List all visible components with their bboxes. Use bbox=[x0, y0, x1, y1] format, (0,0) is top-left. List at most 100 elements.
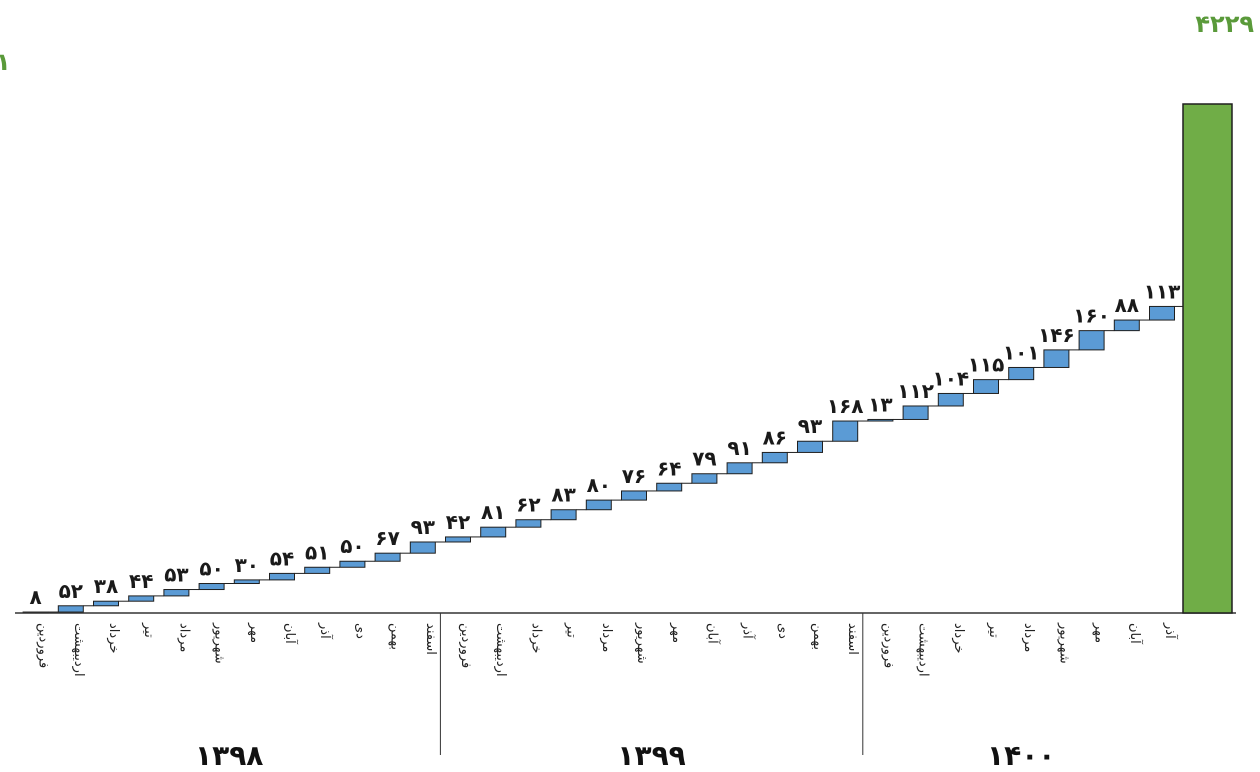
category-label: بهمن bbox=[810, 623, 825, 650]
step-bar bbox=[550, 509, 577, 521]
category-label: شهریور bbox=[1056, 622, 1071, 664]
value-label: ۱۰۴ bbox=[932, 366, 969, 390]
value-label: ۱۴۶ bbox=[1038, 323, 1075, 347]
category-label: تیر bbox=[141, 622, 156, 638]
step-bar bbox=[797, 440, 823, 453]
category-label: دی bbox=[352, 623, 367, 639]
category-label: مهر bbox=[1092, 622, 1107, 643]
value-label: ۱۱۲ bbox=[897, 379, 934, 403]
value-label: ۱۰۱ bbox=[1003, 340, 1040, 364]
category-label: آبان bbox=[1127, 623, 1144, 645]
value-label: ۹۳ bbox=[411, 515, 435, 539]
x-axis bbox=[15, 612, 1236, 755]
value-label: ۶۴ bbox=[657, 456, 681, 480]
step-bar bbox=[515, 519, 542, 528]
year-label: ۱۴۰۰ bbox=[987, 739, 1055, 772]
category-label: تیر bbox=[564, 622, 579, 638]
step-bar bbox=[374, 552, 401, 562]
category-labels-layer: فروردین اردیبهشت خرداد تیر مرداد شهریور مهر آبا… bbox=[36, 622, 1179, 677]
total-label: ۴۲۲۹ bbox=[1195, 10, 1254, 38]
category-label: بهمن bbox=[388, 623, 403, 650]
value-label: ۴۲ bbox=[446, 510, 470, 534]
step-bar bbox=[1043, 349, 1070, 368]
category-label: مهر bbox=[669, 622, 684, 643]
connectors-layer bbox=[48, 305, 1183, 613]
step-bar bbox=[621, 490, 647, 501]
category-label: آذر bbox=[1162, 622, 1179, 640]
value-label: ۶۲ bbox=[516, 493, 540, 517]
step-bar bbox=[198, 583, 225, 591]
value-label: ۵۰ bbox=[340, 534, 364, 558]
value-label: ۸۳ bbox=[551, 483, 575, 507]
value-label: ۳۸ bbox=[94, 574, 118, 598]
category-label: تیر bbox=[986, 622, 1001, 638]
value-label: ۸۶ bbox=[763, 425, 787, 449]
category-label: مرداد bbox=[599, 623, 614, 652]
value-label: ۹۱ bbox=[727, 436, 751, 460]
step-bar bbox=[1078, 330, 1105, 351]
value-labels-layer: ۸ ۵۲ ۳۸ ۴۴ ۵۳ ۵۰ ۳۰ ۵۴ ۵۱ ۵۰ ۶۷ ۹۳ ۴۲ ۸۱ ۶۲ ۸۳ ۸۰ ۷۶ ۶۴ ۷۹ ۹… bbox=[29, 279, 1180, 609]
value-label: ۸ bbox=[29, 585, 41, 609]
value-label: ۱۳ bbox=[868, 392, 892, 416]
value-label: ۱۶۰ bbox=[1073, 304, 1110, 328]
category-label: اردیبهشت bbox=[916, 623, 931, 677]
category-label: فروردین bbox=[458, 623, 473, 668]
category-label: اردیبهشت bbox=[71, 623, 86, 677]
step-bar bbox=[304, 566, 331, 574]
category-label: مرداد bbox=[176, 623, 191, 652]
year-labels-layer: ۱۳۹۸ ۱۳۹۹ ۱۴۰۰ bbox=[195, 739, 1055, 772]
step-bar bbox=[1113, 319, 1140, 332]
category-label: آبان bbox=[704, 623, 721, 645]
value-label: ۴۴ bbox=[129, 569, 153, 593]
value-label: ۵۳ bbox=[164, 563, 188, 587]
category-label: شهریور bbox=[212, 622, 227, 664]
value-label: ۸۱ bbox=[481, 500, 505, 524]
step-bar bbox=[339, 560, 366, 568]
value-label: ۵۱ bbox=[305, 540, 329, 564]
step-bar bbox=[867, 418, 894, 422]
value-label: ۷۶ bbox=[622, 464, 646, 488]
value-label: ۳۰ bbox=[235, 553, 259, 577]
category-label: خرداد bbox=[528, 623, 543, 653]
step-bar bbox=[480, 526, 507, 538]
category-label: آذر bbox=[317, 622, 334, 640]
step-bar bbox=[691, 473, 718, 484]
category-label: اسفند bbox=[423, 623, 438, 655]
category-label: اردیبهشت bbox=[493, 623, 508, 677]
step-bar bbox=[128, 595, 155, 602]
category-label: فروردین bbox=[880, 623, 895, 668]
value-label: ۸۸ bbox=[1115, 293, 1139, 317]
category-label: آذر bbox=[740, 622, 757, 640]
step-bar bbox=[726, 462, 753, 475]
step-bar bbox=[761, 451, 788, 464]
step-bar bbox=[163, 589, 190, 597]
value-label: ۷۹ bbox=[692, 447, 716, 471]
value-label: ۸۰ bbox=[587, 473, 611, 497]
value-label: ۵۲ bbox=[59, 579, 83, 603]
value-label: ۱۱۳ bbox=[1144, 279, 1181, 303]
category-label: اسفند bbox=[845, 623, 860, 655]
step-bar bbox=[269, 572, 295, 581]
step-bar bbox=[902, 405, 929, 420]
step-bar bbox=[93, 600, 119, 607]
step-bar bbox=[57, 605, 84, 613]
step-bar bbox=[656, 482, 683, 492]
value-label: ۵۰ bbox=[199, 557, 223, 581]
value-label: ۱۶۸ bbox=[827, 394, 864, 418]
step-bar bbox=[585, 499, 612, 511]
step-bar bbox=[1008, 366, 1035, 381]
step-bar bbox=[445, 536, 471, 543]
category-label: خرداد bbox=[951, 623, 966, 653]
step-bar bbox=[937, 392, 964, 407]
value-label: ۱۱۵ bbox=[968, 353, 1005, 377]
category-label: آبان bbox=[282, 623, 299, 645]
category-label: مهر bbox=[247, 622, 262, 643]
step-bar bbox=[1149, 305, 1175, 321]
bars-layer bbox=[22, 305, 1175, 614]
year-label: ۱۳۹۹ bbox=[617, 739, 685, 772]
edge-digit: ۱ bbox=[0, 48, 11, 76]
step-bar bbox=[973, 379, 999, 394]
category-label: شهریور bbox=[634, 622, 649, 664]
category-label: مرداد bbox=[1021, 623, 1036, 652]
